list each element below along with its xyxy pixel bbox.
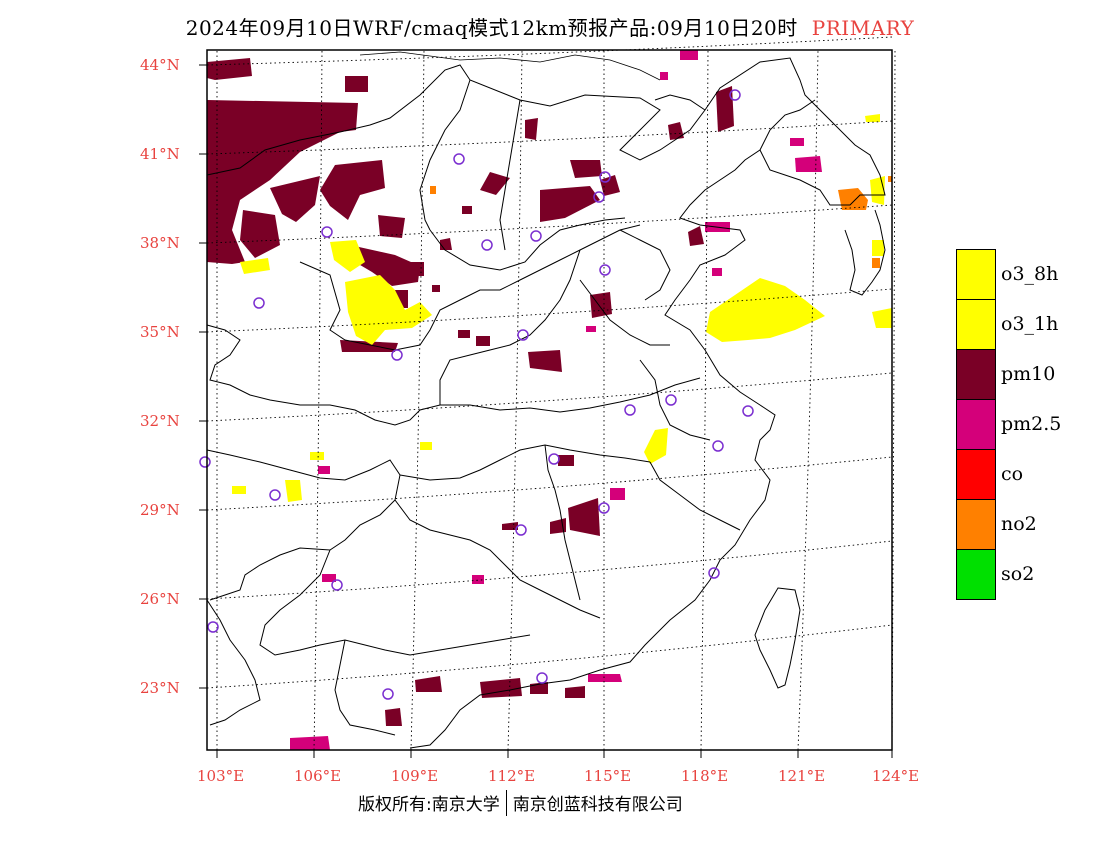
lat-label-26: 26°N	[140, 590, 180, 608]
boundaries	[206, 57, 886, 749]
lat-label-35: 35°N	[140, 323, 180, 341]
legend-swatch	[956, 399, 996, 449]
legend-label: so2	[1001, 563, 1035, 585]
station-marker	[530, 230, 542, 242]
title-main: 2024年09月10日WRF/cmaq模式12km预报产品:09月10日20时	[185, 16, 798, 40]
taiwan-outline	[754, 587, 801, 689]
latitude-gridline	[206, 456, 893, 511]
station-marker	[599, 264, 611, 276]
station-marker	[481, 239, 493, 251]
lon-label-115: 115°E	[584, 767, 631, 785]
mongolia-border	[359, 51, 661, 81]
station-marker	[712, 440, 724, 452]
legend-item-o3-8h: o3_8h	[956, 249, 1086, 299]
station-marker	[453, 153, 465, 165]
station-marker	[742, 405, 754, 417]
station-marker	[207, 621, 219, 633]
station-marker	[708, 567, 720, 579]
pm25-regions	[290, 50, 822, 750]
lat-label-41: 41°N	[140, 145, 180, 163]
legend-swatch	[956, 499, 996, 549]
legend-swatch	[956, 249, 996, 299]
lon-label-121: 121°E	[778, 767, 825, 785]
station-marker	[391, 349, 403, 361]
station-marker	[331, 579, 343, 591]
lon-label-118: 118°E	[681, 767, 728, 785]
longitude-gridline	[313, 49, 323, 751]
lat-label-32: 32°N	[140, 412, 180, 430]
station-marker	[536, 672, 548, 684]
station-marker	[593, 191, 605, 203]
longitude-gridline	[507, 49, 523, 751]
legend-label: co	[1001, 463, 1024, 485]
latitude-gridline	[206, 288, 893, 333]
station-marker	[598, 502, 610, 514]
lat-label-23: 23°N	[140, 679, 180, 697]
lon-label-106: 106°E	[294, 767, 341, 785]
latitude-gridline	[206, 204, 893, 244]
legend-item-o3-1h: o3_1h	[956, 299, 1086, 349]
legend-item-co: co	[956, 449, 1086, 499]
legend-label: pm10	[1001, 363, 1056, 385]
graticule	[206, 36, 896, 751]
station-marker	[382, 688, 394, 700]
longitude-gridline	[700, 49, 709, 751]
station-marker	[199, 456, 211, 468]
legend-swatch	[956, 549, 996, 600]
legend-item-so2: so2	[956, 549, 1086, 600]
longitude-gridline	[797, 49, 819, 751]
plot-area	[199, 36, 896, 751]
legend-item-pm10: pm10	[956, 349, 1086, 399]
pm10-regions	[207, 58, 734, 726]
station-marker	[599, 171, 611, 183]
latitude-gridline	[206, 120, 893, 155]
legend-swatch	[956, 349, 996, 399]
station-marker	[665, 394, 677, 406]
station-marker	[515, 524, 527, 536]
station-marker	[624, 404, 636, 416]
plot-frame	[206, 49, 893, 751]
map-title: 2024年09月10日WRF/cmaq模式12km预报产品:09月10日20时 P…	[0, 12, 1100, 41]
latitude-gridline	[206, 36, 893, 66]
legend-item-no2: no2	[956, 499, 1086, 549]
lon-label-109: 109°E	[391, 767, 438, 785]
legend-item-pm25: pm2.5	[956, 399, 1086, 449]
copyright-right: 南京创蓝科技有限公司	[512, 795, 683, 815]
station-marker	[269, 489, 281, 501]
station-marker	[548, 453, 560, 465]
latitude-axis: 44°N 41°N 38°N 35°N 32°N 29°N 26°N 23°N	[140, 56, 207, 697]
copyright-left: 版权所有:南京大学	[358, 795, 500, 815]
footer-divider	[505, 790, 507, 816]
korea-coast	[844, 209, 886, 296]
lon-label-103: 103°E	[197, 767, 244, 785]
station-marker	[321, 226, 333, 238]
title-tag: PRIMARY	[811, 16, 915, 40]
latitude-gridline	[206, 624, 893, 689]
legend-label: pm2.5	[1001, 413, 1062, 435]
lat-label-29: 29°N	[140, 501, 180, 519]
latitude-gridline	[206, 540, 893, 600]
legend-label: o3_8h	[1001, 263, 1059, 285]
legend: o3_8h o3_1h pm10 pm2.5 co no2 so2	[956, 249, 1086, 600]
lon-label-124: 124°E	[872, 767, 919, 785]
lat-label-38: 38°N	[140, 234, 180, 252]
legend-label: o3_1h	[1001, 313, 1059, 335]
lat-label-44: 44°N	[140, 56, 180, 74]
o3-regions	[232, 114, 892, 502]
legend-label: no2	[1001, 513, 1037, 535]
copyright-footer: 版权所有:南京大学 南京创蓝科技有限公司	[358, 790, 683, 816]
lon-label-112: 112°E	[488, 767, 535, 785]
station-marker	[729, 89, 741, 101]
legend-swatch	[956, 449, 996, 499]
station-marker	[253, 297, 265, 309]
longitude-axis: 103°E 106°E 109°E 112°E 115°E 118°E 121°…	[197, 750, 919, 785]
latitude-gridline	[206, 372, 893, 422]
monitoring-stations	[199, 89, 754, 700]
station-marker	[517, 329, 529, 341]
longitude-gridline	[410, 49, 425, 751]
legend-swatch	[956, 299, 996, 349]
